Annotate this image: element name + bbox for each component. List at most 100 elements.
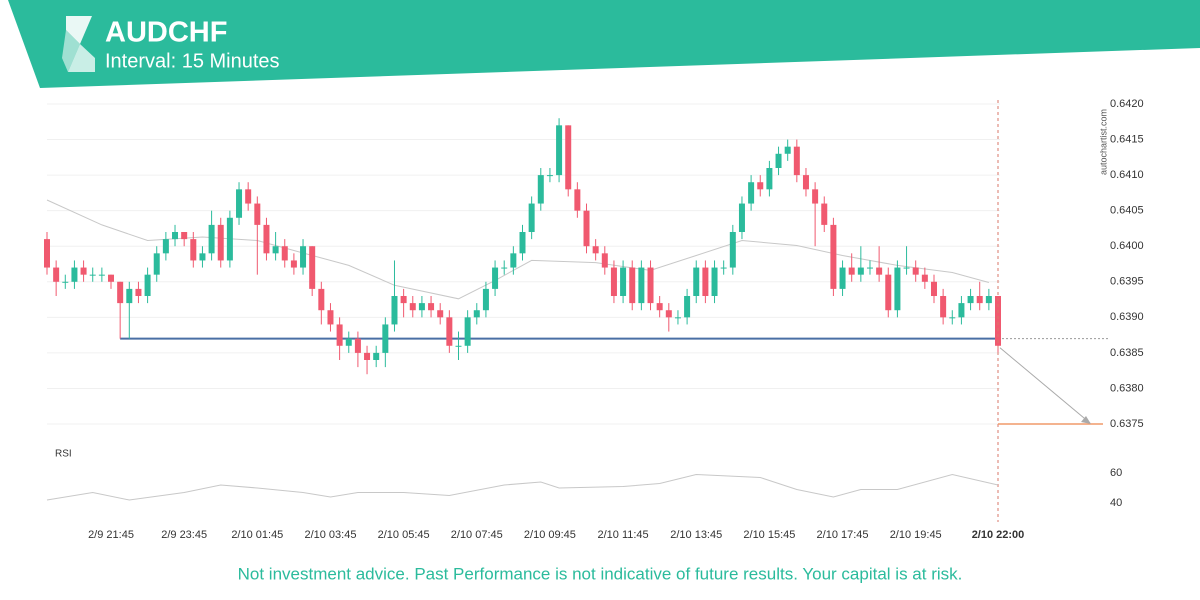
candle-body [153,253,160,275]
candle-body [647,267,654,304]
x-tick-label: 2/10 05:45 [378,529,430,541]
candle-body [748,182,755,204]
footnote: Not investment advice. Past Performance … [238,564,963,583]
moving-average [46,199,990,300]
watermark: autochartist.com [1098,109,1108,175]
candle-body [199,253,206,261]
candle-body [674,317,681,319]
candle-body [492,267,499,289]
candle-body [345,338,352,346]
y-tick-label: 0.6375 [1110,418,1144,430]
candle-body [226,217,233,261]
candle-body [601,253,608,268]
candle-body [236,189,243,218]
candle-body [254,203,261,225]
candle-body [848,267,855,275]
candle-body [409,303,416,311]
x-tick-label: 2/10 17:45 [817,529,869,541]
x-tick-label: 2/10 19:45 [890,529,942,541]
candle-body [135,288,142,296]
candle-body [711,267,718,296]
candle-body [354,338,361,353]
y-tick-label: 0.6395 [1110,276,1144,288]
candle-body [921,274,928,282]
candle-body [263,224,270,254]
candle-body [775,153,782,168]
rsi-label: RSI [55,449,72,460]
x-tick-label: 2/10 07:45 [451,529,503,541]
candle-body [519,232,526,254]
x-tick-label: 2/10 01:45 [231,529,283,541]
candle-body [985,296,992,304]
y-tick-label: 0.6385 [1110,347,1144,359]
candle-body [556,125,563,176]
candle-body [98,274,105,276]
y-tick-label: 0.6380 [1110,382,1144,394]
y-tick-label: 0.6390 [1110,311,1144,323]
candle-body [71,267,78,282]
candle-body [418,303,425,311]
candle-body [620,267,627,296]
arrow-head [1081,416,1091,424]
candle-body [812,189,819,204]
candle-body [912,267,919,275]
candle-body [821,203,828,225]
y-tick-label: 0.6405 [1110,205,1144,217]
candle-body [62,281,69,283]
candle-body [638,267,645,304]
candle-body [684,296,691,318]
candle-body [144,274,151,296]
candle-body [318,288,325,311]
candle-body [272,246,279,254]
candle-body [610,267,617,296]
logo [62,16,95,72]
y-tick-label: 0.6410 [1110,169,1144,181]
candle-body [583,210,590,247]
candle-body [802,175,809,190]
candle-body [172,232,179,240]
candle-body [309,246,316,289]
candle-body [903,267,910,269]
candle-body [592,246,599,254]
candle-body [784,146,791,154]
candle-body [464,317,471,346]
candle-body [720,267,727,269]
y-tick-label: 0.6400 [1110,240,1144,252]
candle-body [830,224,837,289]
candle-body [336,324,343,346]
candle-body [300,246,307,268]
candle-body [44,239,50,268]
candle-body [738,203,745,232]
candle-body [281,246,288,261]
x-tick-label: 2/10 13:45 [670,529,722,541]
x-tick-label: 2/10 09:45 [524,529,576,541]
candle-body [629,267,636,304]
x-tick-label: 2/10 11:45 [597,529,648,541]
chart-subtitle: Interval: 15 Minutes [105,50,280,72]
candle-body [89,274,96,276]
candle-body [976,296,983,304]
x-tick-label: 2/10 03:45 [304,529,356,541]
candle-body [181,232,188,240]
header-band [8,0,1200,88]
candle-body [885,274,892,311]
candle-body [876,267,883,275]
candle-body [537,175,544,204]
candle-body [290,260,297,268]
candle-body [117,281,124,304]
candle-body [940,296,947,318]
candle-body [428,303,435,311]
candle-body [455,345,462,347]
candle-body [574,189,581,211]
candle-body [80,267,87,275]
candle-body [958,303,965,318]
candle-body [446,317,453,346]
candle-body [108,274,115,282]
candle-body [391,296,398,325]
candle-body [857,267,864,275]
x-tick-label: 2/10 22:00 [972,529,1025,541]
candle-body [693,267,700,296]
candle-body [565,125,572,190]
rsi-tick-label: 40 [1110,497,1122,509]
